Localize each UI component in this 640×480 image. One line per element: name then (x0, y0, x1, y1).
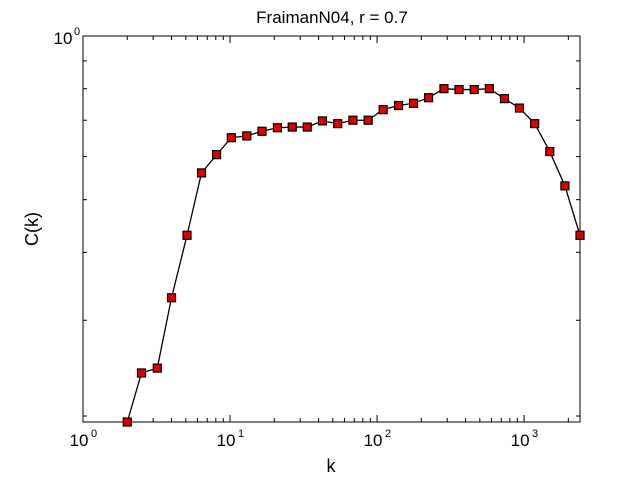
y-axis-label: C(k) (22, 212, 42, 246)
x-tick-label-exponent: 2 (385, 428, 391, 440)
data-point (182, 230, 192, 240)
series-layer (122, 84, 585, 427)
plot-area (82, 35, 581, 423)
data-point (408, 98, 419, 108)
y-tick-label-exponent: 0 (74, 26, 80, 38)
data-point (348, 115, 358, 125)
data-point (196, 168, 207, 178)
x-tick-label-exponent: 0 (91, 428, 97, 440)
data-point (257, 126, 267, 136)
data-point (378, 105, 388, 115)
data-point (152, 363, 162, 373)
data-point (302, 122, 312, 132)
data-point (575, 230, 585, 240)
data-point (393, 100, 404, 111)
y-tick-labels: 10 0 (54, 26, 81, 48)
x-tick-label: 10 (70, 431, 89, 450)
data-point (499, 94, 510, 104)
x-tick-labels: 10 0 10 1 10 2 10 3 (70, 428, 539, 450)
data-point (287, 122, 297, 132)
data-point (242, 131, 252, 141)
data-point (484, 84, 494, 94)
data-point (211, 150, 222, 160)
data-point (545, 146, 555, 157)
data-point (439, 84, 449, 94)
x-tick-label: 10 (511, 431, 530, 450)
x-tick-label-exponent: 3 (532, 428, 538, 440)
data-point (317, 116, 328, 126)
data-point (166, 293, 177, 303)
data-point (136, 368, 147, 378)
data-point (363, 115, 373, 125)
data-point (530, 119, 540, 129)
x-tick-label: 10 (364, 431, 383, 450)
data-point (333, 119, 343, 129)
data-point (514, 103, 525, 113)
x-tick-label: 10 (217, 431, 236, 450)
tick-marks (82, 35, 580, 422)
data-point (122, 417, 132, 427)
data-point (454, 84, 464, 95)
data-point (272, 123, 283, 133)
data-point (226, 133, 236, 143)
chart-title: FraimanN04, r = 0.7 (256, 8, 408, 27)
data-point (469, 84, 479, 95)
data-point (560, 181, 570, 191)
x-tick-label-exponent: 1 (238, 428, 244, 440)
data-point (423, 93, 434, 103)
x-axis-label: k (327, 456, 337, 476)
y-tick-label: 10 (54, 29, 73, 48)
